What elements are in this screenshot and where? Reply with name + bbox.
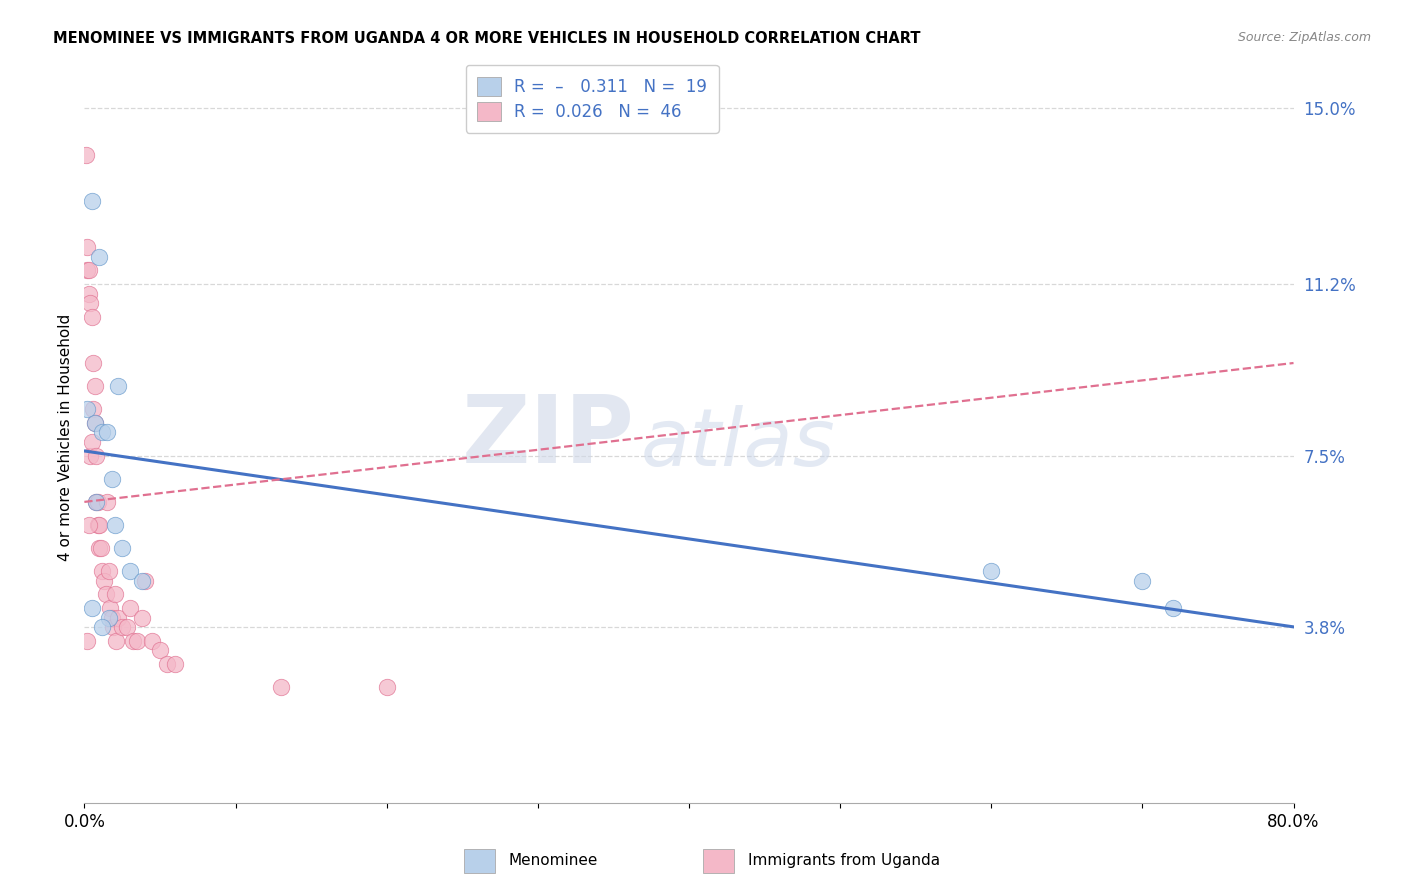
Point — [94, 587, 117, 601]
Point — [77, 263, 100, 277]
Point — [98, 601, 121, 615]
Point — [111, 541, 134, 556]
Point — [86, 495, 108, 509]
Point — [104, 587, 127, 601]
Point — [118, 565, 141, 579]
Point — [270, 680, 292, 694]
Point — [75, 147, 97, 161]
Point — [82, 402, 104, 417]
Text: Source: ZipAtlas.com: Source: ZipAtlas.com — [1237, 31, 1371, 45]
Point — [115, 620, 138, 634]
FancyBboxPatch shape — [464, 849, 495, 873]
Point — [79, 449, 101, 463]
Point — [80, 194, 103, 208]
Point — [149, 643, 172, 657]
Legend: R =  – 0.311   N =  19, R =  0.026   N =  46: R = – 0.311 N = 19, R = 0.026 N = 46 — [465, 65, 718, 133]
Point — [77, 518, 100, 533]
Point — [127, 633, 149, 648]
Y-axis label: 4 or more Vehicles in Household: 4 or more Vehicles in Household — [58, 313, 73, 561]
Point — [77, 286, 100, 301]
Point — [76, 263, 98, 277]
Point — [1161, 601, 1184, 615]
Point — [100, 610, 122, 624]
Point — [90, 541, 112, 556]
Point — [131, 610, 153, 624]
Point — [141, 633, 163, 648]
Point — [86, 449, 108, 463]
Point — [134, 574, 156, 588]
Point — [121, 633, 143, 648]
Point — [97, 565, 120, 579]
Point — [80, 434, 103, 449]
Point — [76, 633, 98, 648]
Point — [89, 518, 111, 533]
Point — [76, 240, 98, 254]
Text: Menominee: Menominee — [509, 854, 599, 869]
FancyBboxPatch shape — [703, 849, 734, 873]
Point — [100, 472, 122, 486]
Point — [131, 574, 153, 588]
Point — [101, 620, 124, 634]
Point — [80, 601, 103, 615]
Point — [89, 541, 111, 556]
Point — [97, 610, 120, 624]
Point — [91, 565, 114, 579]
Point — [84, 416, 107, 430]
Point — [165, 657, 187, 671]
Point — [107, 379, 129, 393]
Point — [87, 518, 110, 533]
Text: MENOMINEE VS IMMIGRANTS FROM UGANDA 4 OR MORE VEHICLES IN HOUSEHOLD CORRELATION : MENOMINEE VS IMMIGRANTS FROM UGANDA 4 OR… — [53, 31, 921, 46]
Point — [105, 633, 128, 648]
Text: ZIP: ZIP — [461, 391, 634, 483]
Point — [93, 574, 115, 588]
Point — [104, 518, 127, 533]
Point — [96, 425, 118, 440]
Text: atlas: atlas — [641, 405, 835, 483]
Point — [91, 620, 114, 634]
Point — [118, 601, 141, 615]
Point — [89, 250, 111, 264]
Point — [84, 379, 107, 393]
Point — [96, 495, 118, 509]
Point — [1130, 574, 1153, 588]
Point — [79, 295, 101, 310]
Point — [375, 680, 398, 694]
Point — [87, 495, 110, 509]
Point — [84, 416, 107, 430]
Point — [82, 356, 104, 370]
Point — [156, 657, 179, 671]
Point — [980, 565, 1002, 579]
Point — [76, 402, 98, 417]
Point — [80, 310, 103, 324]
Text: Immigrants from Uganda: Immigrants from Uganda — [748, 854, 941, 869]
Point — [86, 495, 108, 509]
Point — [107, 610, 129, 624]
Point — [111, 620, 134, 634]
Point — [91, 425, 114, 440]
